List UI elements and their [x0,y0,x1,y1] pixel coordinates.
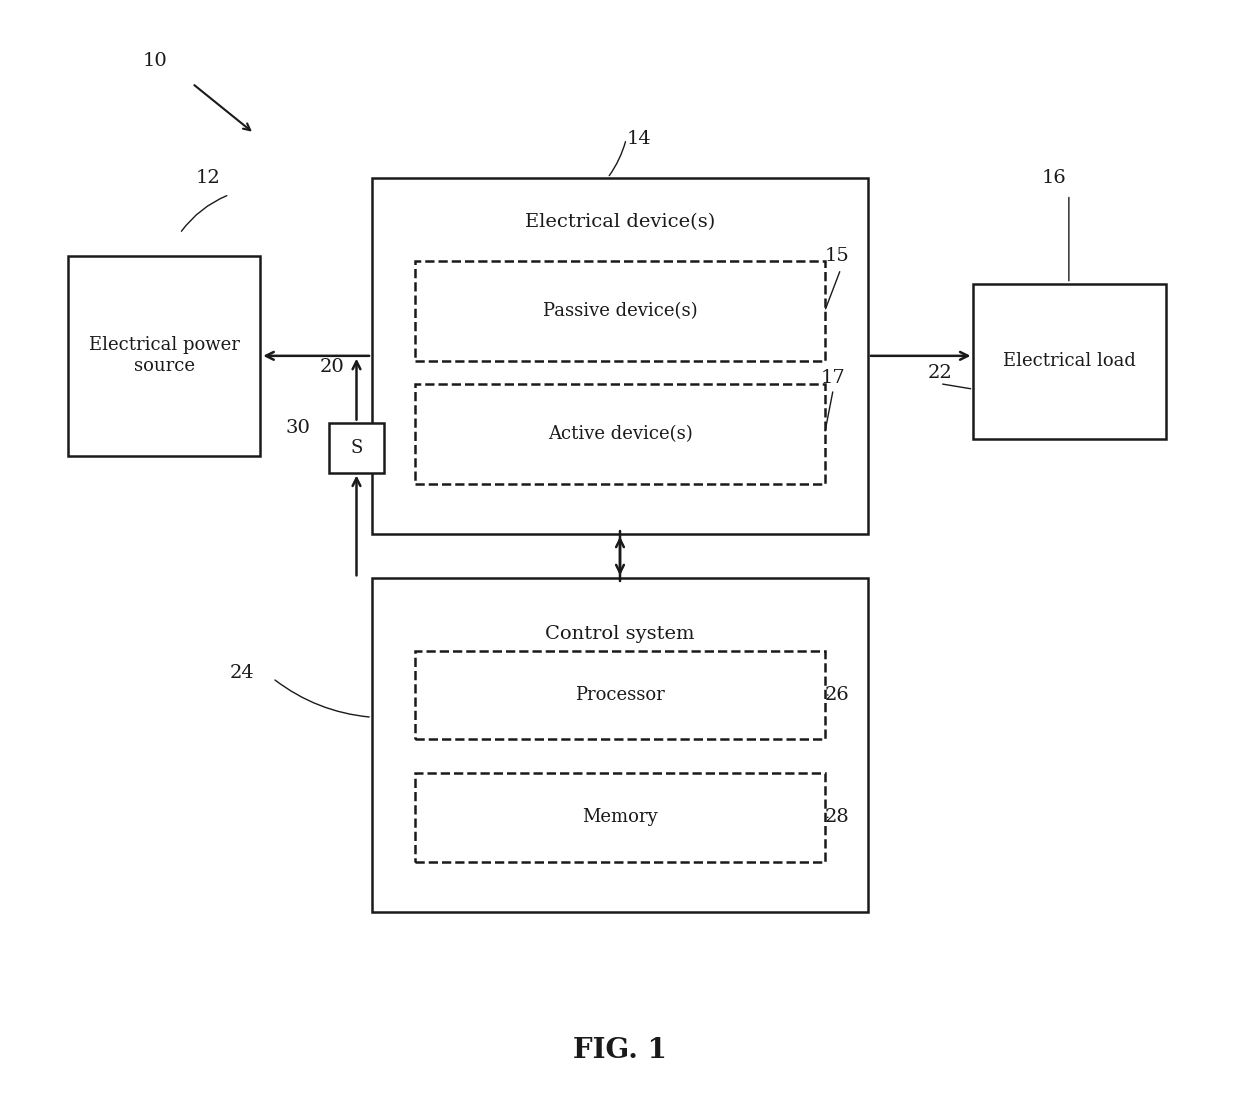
Text: Electrical device(s): Electrical device(s) [525,214,715,231]
Bar [68,256,260,456]
Text: 15: 15 [825,247,849,265]
Text: 20: 20 [320,358,345,376]
Text: Passive device(s): Passive device(s) [543,302,697,320]
Bar [329,423,384,473]
Text: 30: 30 [285,419,310,437]
Text: 26: 26 [825,686,849,704]
Text: Active device(s): Active device(s) [548,425,692,443]
Bar [415,651,825,739]
Text: Control system: Control system [546,625,694,643]
Text: 17: 17 [821,369,846,387]
Text: 14: 14 [626,130,651,148]
Bar [415,384,825,484]
Text: Processor: Processor [575,686,665,704]
Bar [372,578,868,912]
Bar [415,261,825,361]
Text: 22: 22 [928,364,952,381]
Text: Electrical power
source: Electrical power source [89,337,239,375]
Bar [372,178,868,534]
Bar [973,284,1166,439]
Text: S: S [351,438,362,457]
Text: 24: 24 [229,664,254,682]
Text: 12: 12 [196,169,221,187]
Text: 28: 28 [825,808,849,826]
Text: FIG. 1: FIG. 1 [573,1037,667,1064]
Text: 16: 16 [1042,169,1066,187]
Text: 10: 10 [143,52,167,70]
Bar [415,773,825,862]
Text: Memory: Memory [583,808,657,826]
Text: Electrical load: Electrical load [1003,353,1136,370]
